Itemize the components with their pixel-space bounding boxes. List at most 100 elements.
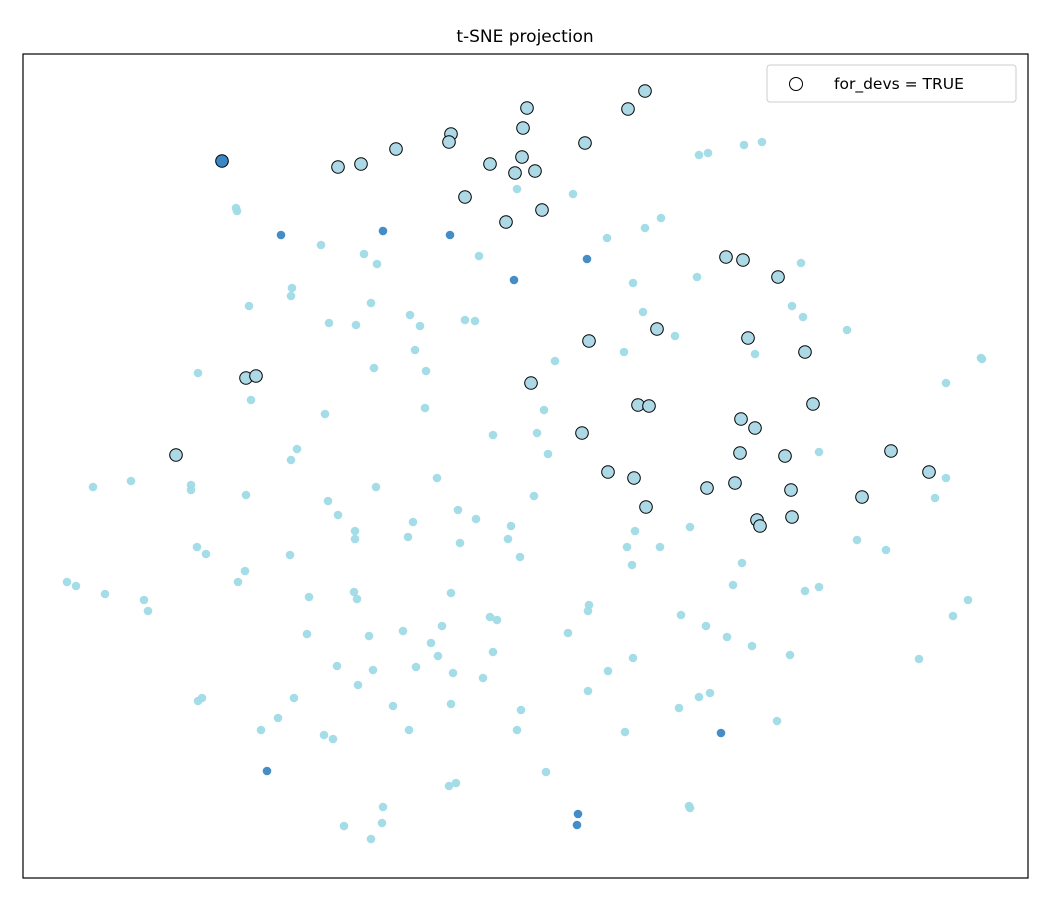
point bbox=[563, 628, 573, 638]
point-for-devs bbox=[785, 510, 799, 524]
point bbox=[408, 517, 418, 527]
point bbox=[378, 802, 388, 812]
point bbox=[192, 542, 202, 552]
point bbox=[444, 781, 454, 791]
point-for-devs bbox=[638, 84, 652, 98]
point bbox=[372, 259, 382, 269]
point-for-devs bbox=[516, 121, 530, 135]
point bbox=[289, 693, 299, 703]
point bbox=[328, 734, 338, 744]
point bbox=[446, 588, 456, 598]
point bbox=[186, 485, 196, 495]
point-for-devs bbox=[508, 166, 522, 180]
point bbox=[509, 275, 519, 285]
point bbox=[364, 631, 374, 641]
point bbox=[448, 668, 458, 678]
point-for-devs bbox=[442, 135, 456, 149]
point bbox=[785, 650, 795, 660]
point bbox=[941, 473, 951, 483]
point bbox=[842, 325, 852, 335]
point bbox=[273, 713, 283, 723]
point bbox=[728, 580, 738, 590]
point bbox=[350, 526, 360, 536]
point bbox=[349, 587, 359, 597]
point bbox=[670, 331, 680, 341]
point bbox=[512, 184, 522, 194]
point bbox=[977, 354, 987, 364]
point bbox=[371, 482, 381, 492]
point bbox=[404, 725, 414, 735]
point-for-devs bbox=[575, 426, 589, 440]
point bbox=[655, 542, 665, 552]
point bbox=[378, 226, 388, 236]
point bbox=[193, 368, 203, 378]
point bbox=[62, 577, 72, 587]
point-for-devs bbox=[389, 142, 403, 156]
point bbox=[244, 301, 254, 311]
point bbox=[627, 560, 637, 570]
point bbox=[941, 378, 951, 388]
point bbox=[757, 137, 767, 147]
point bbox=[620, 727, 630, 737]
point bbox=[377, 818, 387, 828]
point bbox=[532, 428, 542, 438]
point bbox=[568, 189, 578, 199]
point bbox=[737, 558, 747, 568]
point-for-devs bbox=[627, 471, 641, 485]
point bbox=[233, 577, 243, 587]
point bbox=[583, 606, 593, 616]
point bbox=[796, 258, 806, 268]
point bbox=[640, 223, 650, 233]
point bbox=[304, 592, 314, 602]
point bbox=[432, 473, 442, 483]
point-for-devs bbox=[621, 102, 635, 116]
point bbox=[433, 651, 443, 661]
point bbox=[573, 809, 583, 819]
point-for-devs bbox=[922, 465, 936, 479]
point bbox=[246, 395, 256, 405]
point bbox=[460, 315, 470, 325]
legend: for_devs = TRUE bbox=[766, 64, 1017, 103]
point-for-devs bbox=[639, 500, 653, 514]
point bbox=[445, 230, 455, 240]
point-for-devs bbox=[249, 369, 263, 383]
point bbox=[410, 345, 420, 355]
point-for-devs bbox=[650, 322, 664, 336]
point bbox=[722, 632, 732, 642]
point-for-devs bbox=[733, 446, 747, 460]
point bbox=[930, 493, 940, 503]
point bbox=[787, 301, 797, 311]
point bbox=[352, 594, 362, 604]
point bbox=[685, 803, 695, 813]
point bbox=[948, 611, 958, 621]
point-for-devs bbox=[354, 157, 368, 171]
point bbox=[287, 283, 297, 293]
point bbox=[488, 647, 498, 657]
point bbox=[512, 725, 522, 735]
point bbox=[582, 254, 592, 264]
point bbox=[529, 491, 539, 501]
chart-title: t-SNE projection bbox=[456, 27, 593, 47]
point bbox=[403, 532, 413, 542]
point bbox=[143, 606, 153, 616]
point bbox=[881, 545, 891, 555]
point bbox=[285, 550, 295, 560]
point bbox=[455, 538, 465, 548]
point bbox=[703, 148, 713, 158]
point bbox=[539, 405, 549, 415]
point-for-devs bbox=[798, 345, 812, 359]
point bbox=[474, 251, 484, 261]
point bbox=[126, 476, 136, 486]
point-for-devs bbox=[855, 490, 869, 504]
point bbox=[814, 447, 824, 457]
point-for-devs bbox=[642, 399, 656, 413]
point bbox=[852, 535, 862, 545]
point bbox=[369, 363, 379, 373]
point-for-devs bbox=[520, 101, 534, 115]
point-for-devs bbox=[748, 421, 762, 435]
point bbox=[516, 705, 526, 715]
point-for-devs bbox=[728, 476, 742, 490]
point bbox=[333, 510, 343, 520]
point bbox=[485, 612, 495, 622]
point bbox=[197, 693, 207, 703]
